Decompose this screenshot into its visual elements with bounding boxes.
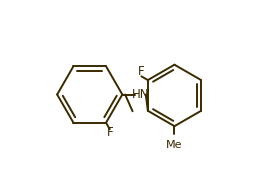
Text: F: F [138, 65, 145, 78]
Text: F: F [107, 126, 113, 139]
Text: Me: Me [166, 140, 183, 150]
Text: HN: HN [132, 88, 149, 101]
